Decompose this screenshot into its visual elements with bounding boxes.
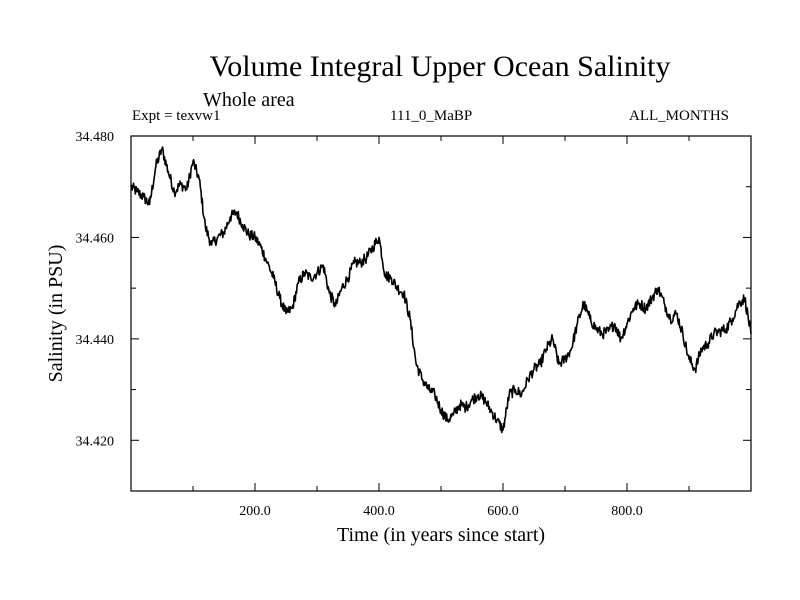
series-line-salinity	[130, 146, 752, 434]
x-axis: 200.0 400.0 600.0 800.0	[192, 136, 690, 519]
y-tick-label: 34.480	[76, 130, 115, 145]
x-axis-label: Time (in years since start)	[337, 524, 545, 546]
run-id-label: 111_0_MaBP	[390, 108, 473, 124]
y-axis-label: Salinity (in PSU)	[45, 245, 67, 383]
months-label: ALL_MONTHS	[629, 108, 729, 124]
x-tick-label: 800.0	[611, 504, 643, 519]
chart-subtitle: Whole area	[203, 89, 295, 111]
plot-frame	[130, 135, 752, 492]
y-tick-label: 34.460	[76, 231, 115, 246]
chart-title: Volume Integral Upper Ocean Salinity	[209, 50, 671, 83]
x-tick-label: 600.0	[487, 504, 519, 519]
experiment-label: Expt = texvw1	[132, 108, 221, 124]
y-tick-label: 34.420	[76, 434, 115, 449]
x-tick-label: 400.0	[363, 504, 395, 519]
y-tick-label: 34.440	[76, 333, 115, 348]
y-axis: 34.420 34.440 34.460 34.480	[76, 130, 751, 449]
x-tick-label: 200.0	[239, 504, 271, 519]
